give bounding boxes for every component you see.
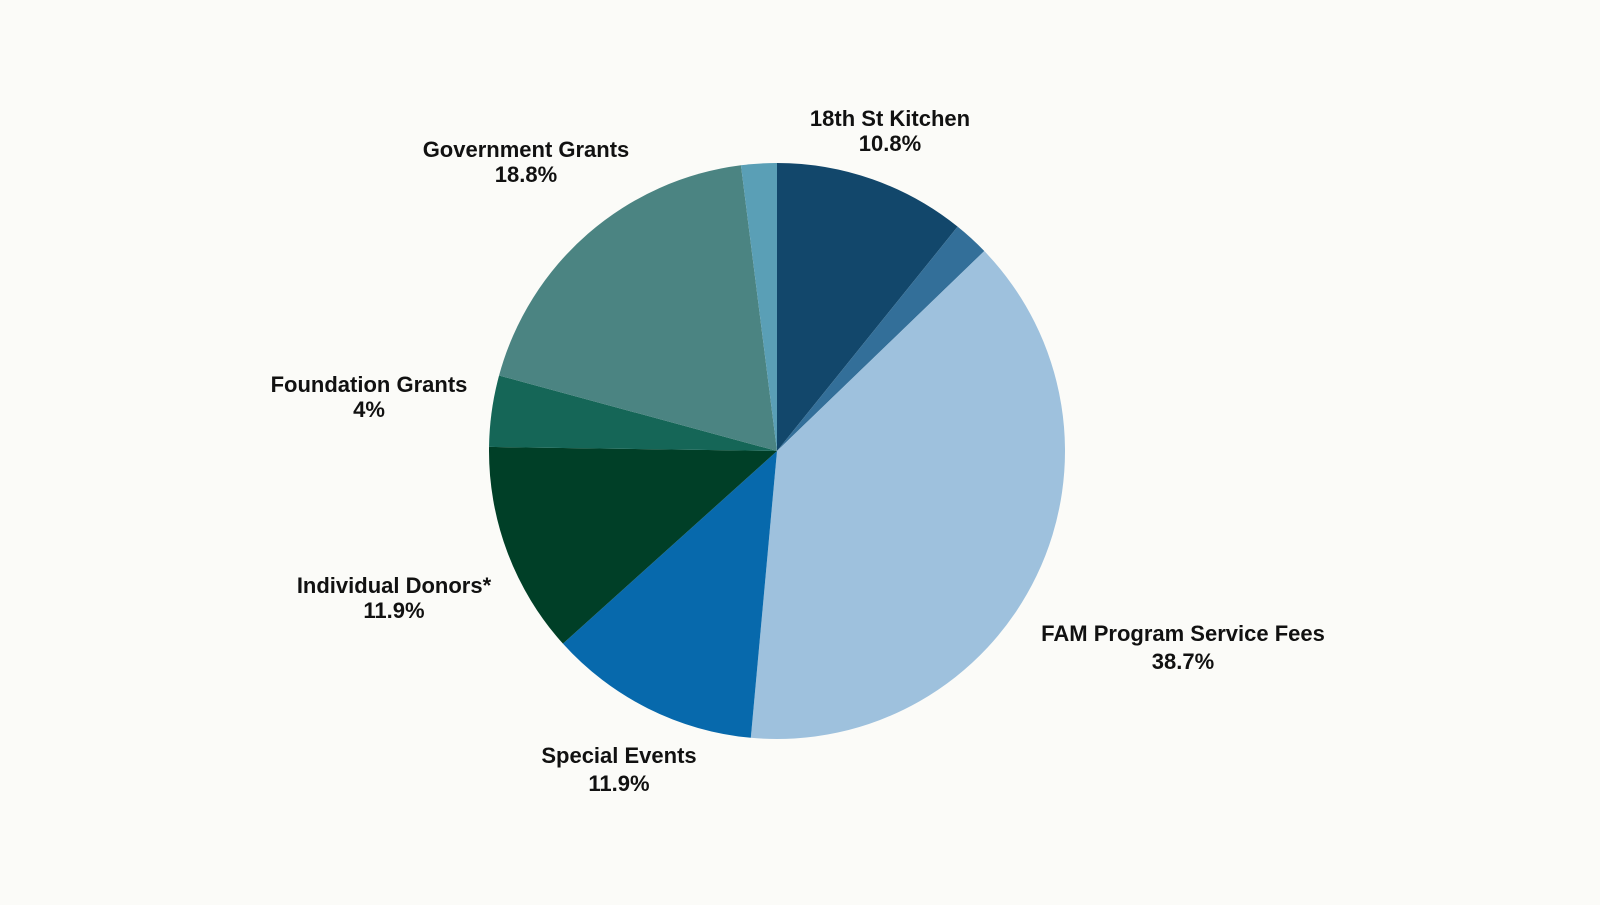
slice-value-18th-st-kitchen: 10.8% (859, 131, 921, 156)
pie-slice-government-grants (499, 165, 777, 451)
labels-layer: 18th St Kitchen 10.8% FAM Program Servic… (271, 106, 1325, 796)
pie-slice-special-events (562, 451, 777, 738)
slice-label-government-grants: Government Grants (423, 137, 630, 162)
slice-label-18th-st-kitchen: 18th St Kitchen (810, 106, 970, 131)
pie-slice-fam-program-service-fees (750, 251, 1066, 740)
slices-layer (489, 163, 1066, 740)
slice-value-individual-donors: 11.9% (363, 598, 424, 623)
slice-value-government-grants: 18.8% (495, 162, 557, 187)
pie-slice-individual-donors (489, 446, 777, 644)
slice-value-special-events: 11.9% (588, 771, 649, 796)
slice-value-foundation-grants: 4% (353, 397, 385, 422)
pie-slice-18th-st-kitchen (777, 163, 958, 451)
pie-slice-unlabeled-1 (777, 226, 985, 451)
slice-label-foundation-grants: Foundation Grants (271, 372, 468, 397)
slice-label-fam-program-service-fees: FAM Program Service Fees (1041, 621, 1325, 646)
slice-label-special-events: Special Events (541, 743, 696, 768)
slice-label-individual-donors: Individual Donors* (297, 573, 492, 598)
pie-slice-unlabeled-7 (740, 163, 777, 451)
pie-slice-foundation-grants (489, 375, 777, 451)
slice-value-fam-program-service-fees: 38.7% (1152, 649, 1214, 674)
